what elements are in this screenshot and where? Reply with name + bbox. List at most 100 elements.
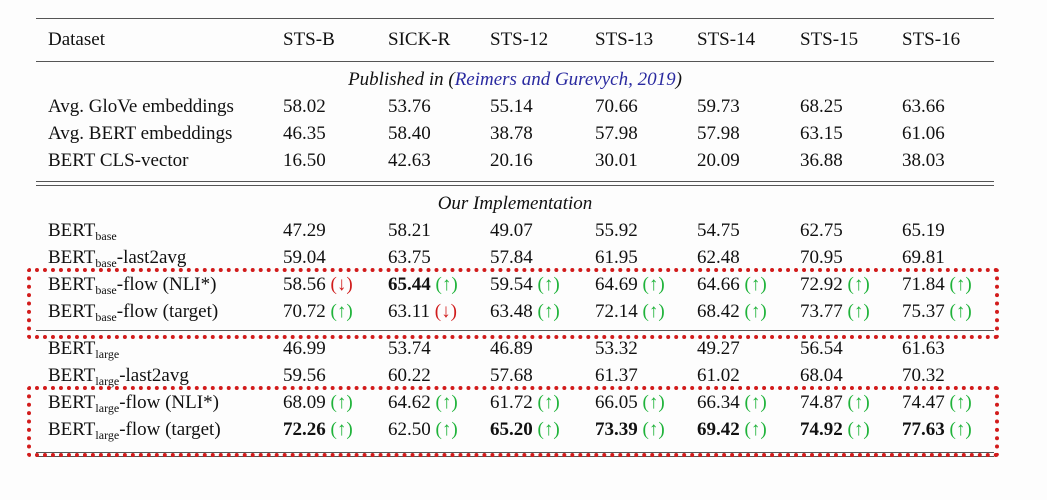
cell-value: 63.11	[388, 301, 431, 322]
label-sub: large	[95, 374, 120, 388]
cell-value: 46.89	[490, 338, 533, 359]
section-title: Our Implementation	[36, 193, 994, 215]
cell: 60.22	[388, 365, 431, 387]
cell-value: 58.56	[283, 274, 326, 295]
cell-value: 68.09	[283, 392, 326, 413]
section-title: Published in (Reimers and Gurevych, 2019…	[36, 69, 994, 91]
cell-value: 70.66	[595, 96, 638, 117]
cell: 46.35	[283, 123, 326, 145]
cell: 46.89	[490, 338, 533, 360]
cell: 58.40	[388, 123, 431, 145]
cell: 64.62 (↑)	[388, 392, 458, 414]
cell: 65.20 (↑)	[490, 419, 560, 441]
cell: 74.47 (↑)	[902, 392, 972, 414]
cell-value: 70.95	[800, 247, 843, 268]
cell-value: 58.40	[388, 123, 431, 144]
cell-value: 61.63	[902, 338, 945, 359]
cell: 53.76	[388, 96, 431, 118]
cell: 61.95	[595, 247, 638, 269]
cell-value: 57.84	[490, 247, 533, 268]
label-main: BERT	[48, 220, 96, 241]
label-main: Avg. GloVe embeddings	[48, 96, 234, 117]
cell: 20.16	[490, 150, 533, 172]
cell-value: 74.47	[902, 392, 945, 413]
cell: 73.77 (↑)	[800, 301, 870, 323]
cell: 16.50	[283, 150, 326, 172]
header-cell: STS-12	[490, 29, 548, 51]
cell: 66.34 (↑)	[697, 392, 767, 414]
label-rest: -last2avg	[116, 247, 187, 268]
cell-value: 57.98	[697, 123, 740, 144]
cell-value: 59.04	[283, 247, 326, 268]
cell: 55.14	[490, 96, 533, 118]
cell: 62.50 (↑)	[388, 419, 458, 441]
cell-value: 68.25	[800, 96, 843, 117]
cell: 47.29	[283, 220, 326, 242]
cell-value: 20.09	[697, 150, 740, 171]
cell: 59.54 (↑)	[490, 274, 560, 296]
double-rule	[36, 181, 994, 182]
cell-value: 71.84	[902, 274, 945, 295]
arrow: (↑)	[330, 419, 353, 440]
cell-value: 63.48	[490, 301, 533, 322]
cell: 61.02	[697, 365, 740, 387]
cell-value: 69.81	[902, 247, 945, 268]
arrow: (↑)	[744, 419, 767, 440]
row-label: Avg. BERT embeddings	[48, 123, 232, 145]
cell: 58.21	[388, 220, 431, 242]
cell-value: 57.98	[595, 123, 638, 144]
cell: 65.44 (↑)	[388, 274, 458, 296]
cell-value: 64.69	[595, 274, 638, 295]
cell-value: 47.29	[283, 220, 326, 241]
cell-value: 72.14	[595, 301, 638, 322]
cell: 72.92 (↑)	[800, 274, 870, 296]
cell: 63.48 (↑)	[490, 301, 560, 323]
cell-value: 65.44	[388, 274, 431, 295]
label-sub: base	[95, 283, 117, 297]
cell-value: 61.72	[490, 392, 533, 413]
arrow: (↑)	[435, 419, 458, 440]
cell-value: 38.03	[902, 150, 945, 171]
row-label: BERTlarge-flow (NLI*)	[48, 392, 219, 419]
double-rule	[36, 185, 994, 186]
cell: 61.63	[902, 338, 945, 360]
cell: 36.88	[800, 150, 843, 172]
cell: 57.98	[697, 123, 740, 145]
cell-value: 58.21	[388, 220, 431, 241]
cell: 70.32	[902, 365, 945, 387]
cell-value: 54.75	[697, 220, 740, 241]
cell: 65.19	[902, 220, 945, 242]
cell: 49.07	[490, 220, 533, 242]
cell: 68.09 (↑)	[283, 392, 353, 414]
cell: 61.72 (↑)	[490, 392, 560, 414]
arrow: (↑)	[744, 392, 767, 413]
citation: Reimers and Gurevych, 2019	[454, 69, 676, 90]
cell: 62.48	[697, 247, 740, 269]
cell-value: 49.27	[697, 338, 740, 359]
header-text: SICK-R	[388, 29, 451, 50]
arrow: (↑)	[537, 274, 560, 295]
section-title-text: Our Implementation	[437, 193, 593, 214]
label-sub: base	[95, 256, 117, 270]
cell: 49.27	[697, 338, 740, 360]
cell-value: 16.50	[283, 150, 326, 171]
header-cell: SICK-R	[388, 29, 450, 51]
header-text: STS-B	[283, 29, 335, 50]
cell: 64.69 (↑)	[595, 274, 665, 296]
header-text: STS-15	[800, 29, 859, 50]
cell-value: 66.05	[595, 392, 638, 413]
label-main: BERT	[48, 247, 96, 268]
cell: 55.92	[595, 220, 638, 242]
arrow: (↑)	[949, 274, 972, 295]
cell-value: 63.75	[388, 247, 431, 268]
arrow: (↑)	[744, 274, 767, 295]
cell: 70.72 (↑)	[283, 301, 353, 323]
arrow: (↓)	[434, 301, 457, 322]
cell: 70.95	[800, 247, 843, 269]
cell: 68.04	[800, 365, 843, 387]
label-main: Avg. BERT embeddings	[48, 123, 233, 144]
cell-value: 69.42	[697, 419, 740, 440]
cell: 74.92 (↑)	[800, 419, 870, 441]
cell-value: 63.15	[800, 123, 843, 144]
cell-value: 38.78	[490, 123, 533, 144]
